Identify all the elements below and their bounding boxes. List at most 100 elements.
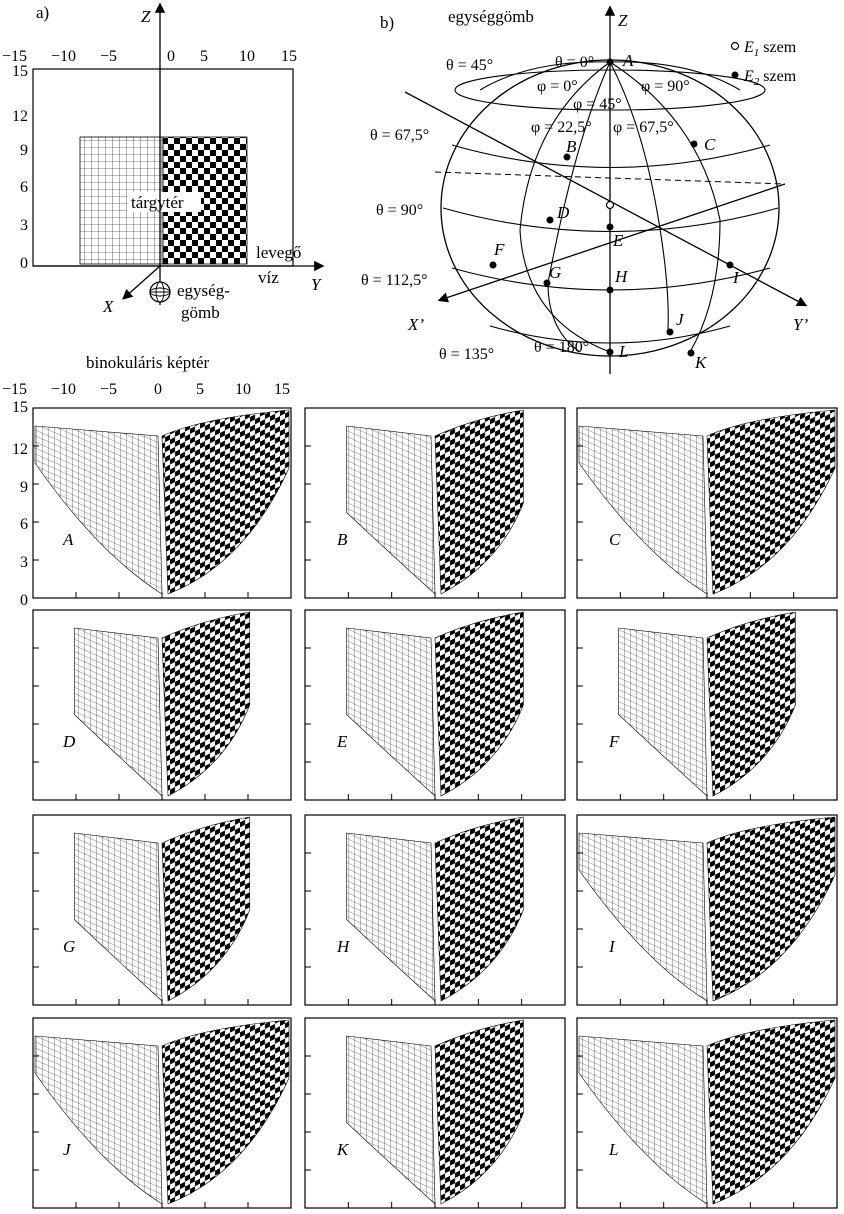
theta-labels: θ = 45° θ = 67,5° θ = 90° θ = 112,5° θ =… [361,54,594,363]
y-tick: 0 [20,592,28,609]
top-notch [132,816,207,831]
top-notch [132,1019,207,1034]
subplot-label: K [336,1140,350,1159]
point-label: J [676,310,685,329]
theta-label: θ = 90° [376,202,423,219]
x-tick: 10 [239,48,255,65]
subplot-label: I [608,937,616,956]
x-tick: 15 [281,48,297,65]
point-labels: A B C D E F G H I J K L [493,51,740,372]
point-label: B [566,137,577,156]
subplot-grid: A B C D E F G H I J K L [32,407,838,1209]
right-checker-image [706,409,836,595]
top-notch [677,611,752,626]
y-tick: 3 [20,217,28,234]
subplot-label: F [608,732,620,751]
top-notch [405,409,480,424]
top-notch [677,409,752,424]
panel-a-x-ticks: −15 −10 −5 0 5 10 15 [2,48,297,65]
subplot-label: G [63,937,75,956]
y-tick: 6 [20,516,28,533]
y-tick: 9 [20,479,28,496]
panel-b: b) egységgömb E1 szem E2 szem [361,5,808,374]
subplot-H: H [304,814,566,1006]
right-checker-image [434,1019,524,1205]
subplot-B: B [304,407,566,599]
x-tick: −15 [2,381,27,398]
subplot-C: C [576,407,838,599]
subplot-K: K [304,1017,566,1209]
right-checker-image [434,409,524,595]
subplot-label: J [63,1140,72,1159]
top-notch [405,611,480,626]
object-label: tárgytér [131,193,184,212]
point-label: E [612,231,624,250]
subplot-label: L [608,1140,618,1159]
y-tick: 15 [12,399,28,416]
x-tick: 5 [200,48,208,65]
x-tick: −10 [51,381,76,398]
sphere-label-line2: gömb [181,303,220,322]
subplot-D: D [32,609,292,801]
right-checker-image [161,816,251,1002]
z-axis-label-b: Z [618,11,628,30]
theta-label: θ = 180° [534,339,589,356]
x-axis [122,265,161,300]
subplot-A: A [32,407,292,599]
x-tick: −10 [51,48,76,65]
top-notch [677,816,752,831]
theta-label: θ = 112,5° [361,272,428,289]
left-grid-image [346,1035,436,1205]
x-axis-label: X [102,297,114,316]
left-grid-image [346,627,436,797]
left-grid-image [578,832,708,1002]
right-checker-image [161,409,290,595]
top-notch [405,816,480,831]
point-label: D [556,203,570,222]
point-label: H [614,267,629,286]
subplot-F: F [576,609,838,801]
right-checker-image [434,611,524,797]
binocular-title: binokuláris képtér [86,353,210,372]
x-tick: −5 [100,48,117,65]
subplot-E: E [304,609,566,801]
panel-a: a) −15 −10 −5 0 5 10 15 15 12 9 6 3 0 tá… [2,2,325,322]
point-label: K [694,353,708,372]
left-grid-image [346,425,436,595]
top-notch [677,1019,752,1034]
x-tick: 0 [154,381,162,398]
binocular-section: binokuláris képtér −15 −10 −5 0 5 10 15 … [2,353,838,1209]
binocular-y-ticks: 15 12 9 6 3 0 [12,399,28,609]
top-notch [132,409,207,424]
e1-eye-point [605,200,615,210]
point-label: L [618,342,628,361]
point-label: I [732,268,740,287]
phi-label: φ = 90° [641,78,690,95]
sphere-diagram [404,5,808,374]
left-grid-image [73,832,163,1002]
theta-label: θ = 45° [446,57,493,74]
phi-label: φ = 45° [573,96,622,113]
subplot-label: A [62,530,74,549]
x-tick: 10 [235,381,251,398]
subplot-label: C [609,530,621,549]
right-checker-image [161,611,251,797]
right-checker-image [706,1019,836,1205]
y-tick: 0 [20,255,28,272]
point-markers [489,58,734,357]
right-checker-image [434,816,524,1002]
theta-label: θ = 67,5° [370,127,429,144]
air-label: levegő [256,243,301,262]
point-label: G [549,263,561,282]
x-tick: 0 [167,48,175,65]
x-tick: −5 [100,381,117,398]
legend-e1: E1 szem [743,39,797,59]
phi-label: φ = 0° [537,78,578,95]
left-grid-image [73,627,163,797]
binocular-x-ticks: −15 −10 −5 0 5 10 15 [2,381,290,398]
point-label: A [622,51,634,70]
phi-label: φ = 22,5° [531,119,592,136]
subplot-label: H [336,937,351,956]
y-tick: 3 [20,554,28,571]
